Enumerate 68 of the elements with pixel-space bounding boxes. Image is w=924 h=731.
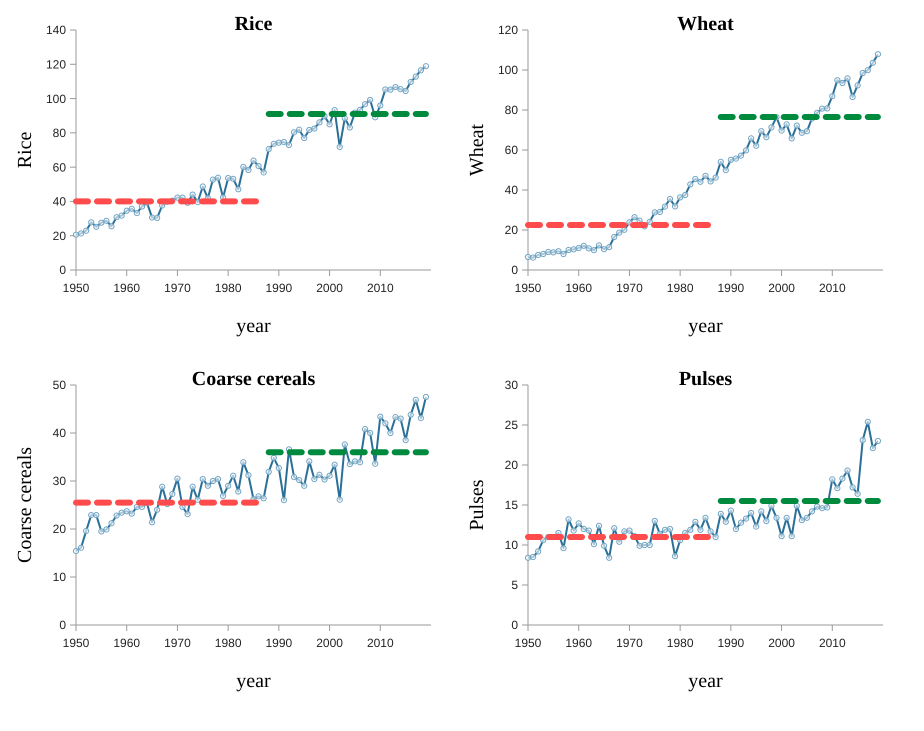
y-tick-label: 60 xyxy=(504,143,518,158)
x-tick-label: 2000 xyxy=(316,636,344,650)
x-tick-label: 1990 xyxy=(266,281,293,295)
x-tick-label: 1960 xyxy=(565,281,592,295)
x-tick-label: 2000 xyxy=(768,281,796,295)
chart-title: Rice xyxy=(234,13,272,35)
x-tick-label: 1990 xyxy=(718,636,745,650)
chart-title: Pulses xyxy=(678,368,732,390)
y-tick-label: 120 xyxy=(498,23,518,38)
y-tick-label: 50 xyxy=(52,378,66,392)
x-tick-label: 1960 xyxy=(113,636,140,650)
x-tick-label: 2010 xyxy=(818,636,846,650)
x-tick-label: 1970 xyxy=(616,281,644,295)
y-tick-label: 40 xyxy=(52,194,66,209)
y-tick-label: 5 xyxy=(511,578,518,592)
x-axis-title: year xyxy=(236,315,272,337)
x-tick-label: 1970 xyxy=(164,281,192,295)
y-tick-label: 10 xyxy=(504,538,518,552)
y-tick-label: 0 xyxy=(511,263,518,278)
y-tick-label: 20 xyxy=(504,458,518,472)
x-axis-title: year xyxy=(688,315,724,337)
y-tick-label: 30 xyxy=(52,474,66,488)
y-tick-label: 100 xyxy=(498,63,518,78)
y-tick-label: 15 xyxy=(504,498,518,512)
y-tick-label: 20 xyxy=(52,522,66,536)
x-tick-label: 2010 xyxy=(818,281,846,295)
x-tick-label: 2000 xyxy=(768,636,796,650)
x-tick-label: 1970 xyxy=(616,636,644,650)
y-tick-label: 0 xyxy=(511,618,518,632)
x-tick-label: 1980 xyxy=(214,281,242,295)
x-tick-label: 1970 xyxy=(164,636,192,650)
x-tick-label: 1980 xyxy=(666,281,694,295)
y-tick-label: 140 xyxy=(46,23,66,38)
chart-title: Wheat xyxy=(677,13,734,35)
y-tick-label: 20 xyxy=(52,228,66,243)
y-tick-label: 20 xyxy=(504,223,518,238)
x-axis-title: year xyxy=(688,670,724,692)
y-tick-label: 0 xyxy=(59,263,66,278)
y-tick-label: 60 xyxy=(52,160,66,174)
x-tick-label: 1950 xyxy=(62,636,90,650)
y-tick-label: 120 xyxy=(46,57,66,72)
y-tick-label: 80 xyxy=(52,126,66,140)
y-axis-title: Coarse cereals xyxy=(14,446,36,564)
x-tick-label: 1950 xyxy=(514,281,542,295)
y-tick-label: 10 xyxy=(52,570,66,584)
y-tick-label: 40 xyxy=(52,426,66,440)
y-tick-label: 80 xyxy=(504,103,518,118)
x-tick-label: 1960 xyxy=(565,636,592,650)
y-tick-label: 25 xyxy=(504,418,518,432)
x-axis-title: year xyxy=(236,670,272,692)
y-axis-title: Pulses xyxy=(466,479,488,531)
x-tick-label: 1990 xyxy=(266,636,293,650)
x-tick-label: 2010 xyxy=(366,636,394,650)
chart-title: Coarse cereals xyxy=(192,368,316,390)
x-tick-label: 1980 xyxy=(666,636,694,650)
x-tick-label: 1960 xyxy=(113,281,140,295)
y-axis-title: Rice xyxy=(14,132,36,168)
x-tick-label: 1950 xyxy=(514,636,542,650)
x-tick-label: 2010 xyxy=(366,281,394,295)
y-tick-label: 0 xyxy=(59,618,66,632)
y-tick-label: 30 xyxy=(504,378,518,392)
y-tick-label: 100 xyxy=(46,92,66,106)
y-tick-label: 40 xyxy=(504,183,518,198)
x-tick-label: 1990 xyxy=(718,281,745,295)
x-tick-label: 1950 xyxy=(62,281,90,295)
x-tick-label: 2000 xyxy=(316,281,344,295)
y-axis-title: Wheat xyxy=(466,123,488,176)
x-tick-label: 1980 xyxy=(214,636,242,650)
